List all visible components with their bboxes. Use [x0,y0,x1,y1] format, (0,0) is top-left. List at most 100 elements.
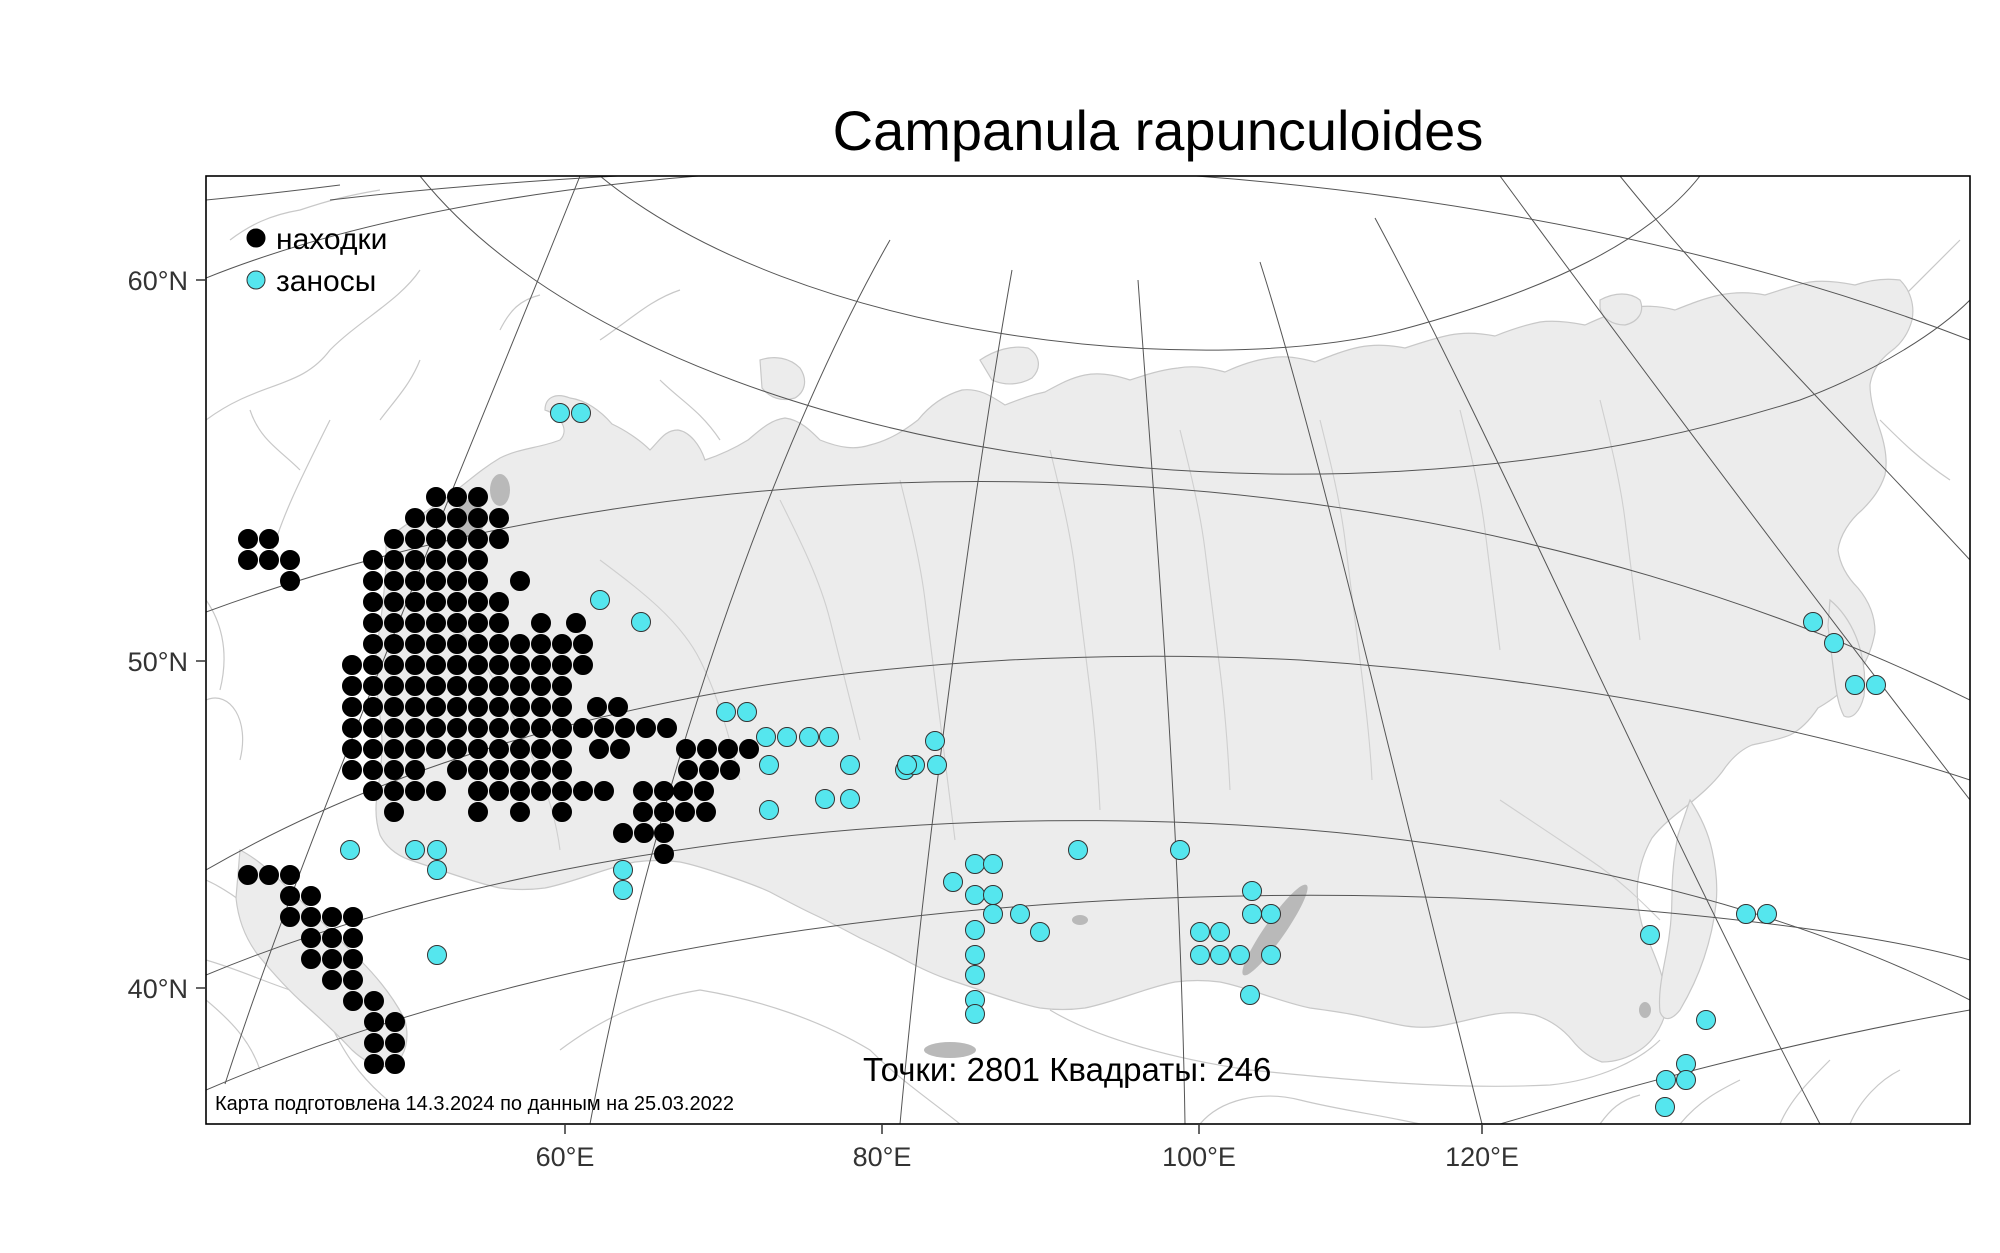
native-point-41 [384,613,404,633]
native-point-97 [363,718,383,738]
native-point-50 [384,634,404,654]
native-point-20 [384,550,404,570]
native-point-64 [426,655,446,675]
introduced-point-59 [1757,904,1777,924]
native-point-84 [363,697,383,717]
introduced-point-56 [1676,1070,1696,1090]
introduced-point-9 [427,860,447,880]
introduced-point-39 [1030,922,1050,942]
native-point-37 [447,592,467,612]
native-point-12 [426,529,446,549]
lat-label-60: 60°N [128,266,188,296]
native-point-94 [587,697,607,717]
native-point-129 [342,760,362,780]
native-point-11 [405,529,425,549]
native-point-30 [447,571,467,591]
native-point-23 [447,550,467,570]
introduced-point-58 [1736,904,1756,924]
native-point-114 [384,739,404,759]
lon-axis: 60°E 80°E 100°E 120°E [536,1124,1519,1172]
native-point-166 [634,823,654,843]
native-point-185 [343,970,363,990]
introduced-point-26 [897,755,917,775]
native-point-7 [489,508,509,528]
introduced-point-61 [1824,633,1844,653]
native-point-69 [531,655,551,675]
native-point-72 [342,676,362,696]
native-point-99 [405,718,425,738]
native-point-126 [697,739,717,759]
native-point-152 [594,781,614,801]
legend-native-label: находки [276,223,387,256]
lon-label-60: 60°E [536,1142,595,1172]
native-point-135 [489,760,509,780]
native-point-136 [510,760,530,780]
native-point-0 [426,487,446,507]
introduced-point-5 [759,800,779,820]
native-point-123 [589,739,609,759]
introduced-point-40 [1068,840,1088,860]
native-point-181 [301,949,321,969]
native-point-115 [405,739,425,759]
native-point-116 [426,739,446,759]
native-point-183 [343,949,363,969]
native-point-161 [633,802,653,822]
native-point-86 [405,697,425,717]
lake-balkhash [924,1042,976,1058]
native-point-100 [426,718,446,738]
native-point-193 [385,1054,405,1074]
native-point-47 [531,613,551,633]
native-point-21 [405,550,425,570]
introduced-point-15 [756,727,776,747]
native-point-184 [322,970,342,990]
native-point-87 [426,697,446,717]
introduced-point-4 [759,755,779,775]
native-point-130 [363,760,383,780]
introduced-point-42 [1190,922,1210,942]
native-point-39 [489,592,509,612]
native-point-65 [447,655,467,675]
native-point-95 [608,697,628,717]
native-point-143 [384,781,404,801]
native-point-153 [633,781,653,801]
native-point-44 [447,613,467,633]
introduced-point-57 [1696,1010,1716,1030]
native-point-188 [364,1012,384,1032]
native-point-5 [447,508,467,528]
introduced-points [340,403,1886,1117]
stats-text: Точки: 2801 Квадраты: 246 [863,1051,1271,1088]
native-point-73 [363,676,383,696]
native-point-180 [343,928,363,948]
native-point-187 [364,991,384,1011]
introduced-point-21 [815,789,835,809]
lake-baikal [1242,884,1308,976]
introduced-point-29 [965,885,985,905]
native-point-111 [657,718,677,738]
native-point-1 [447,487,467,507]
native-point-96 [342,718,362,738]
introduced-point-44 [1210,922,1230,942]
lon-label-100: 100°E [1162,1142,1236,1172]
native-point-165 [613,823,633,843]
introduced-point-34 [965,1004,985,1024]
native-point-33 [363,592,383,612]
native-point-119 [489,739,509,759]
native-point-131 [384,760,404,780]
introduced-point-10 [427,945,447,965]
introduced-point-45 [1210,945,1230,965]
native-point-67 [489,655,509,675]
legend-introduced-label: заносы [276,265,376,298]
foreign-borders [206,189,1961,1124]
native-point-6 [468,508,488,528]
native-point-107 [573,718,593,738]
native-point-113 [363,739,383,759]
native-point-43 [426,613,446,633]
native-point-54 [468,634,488,654]
native-point-85 [384,697,404,717]
native-point-34 [384,592,404,612]
native-point-118 [468,739,488,759]
introduced-point-7 [405,840,425,860]
native-point-60 [342,655,362,675]
native-point-46 [489,613,509,633]
native-point-104 [510,718,530,738]
